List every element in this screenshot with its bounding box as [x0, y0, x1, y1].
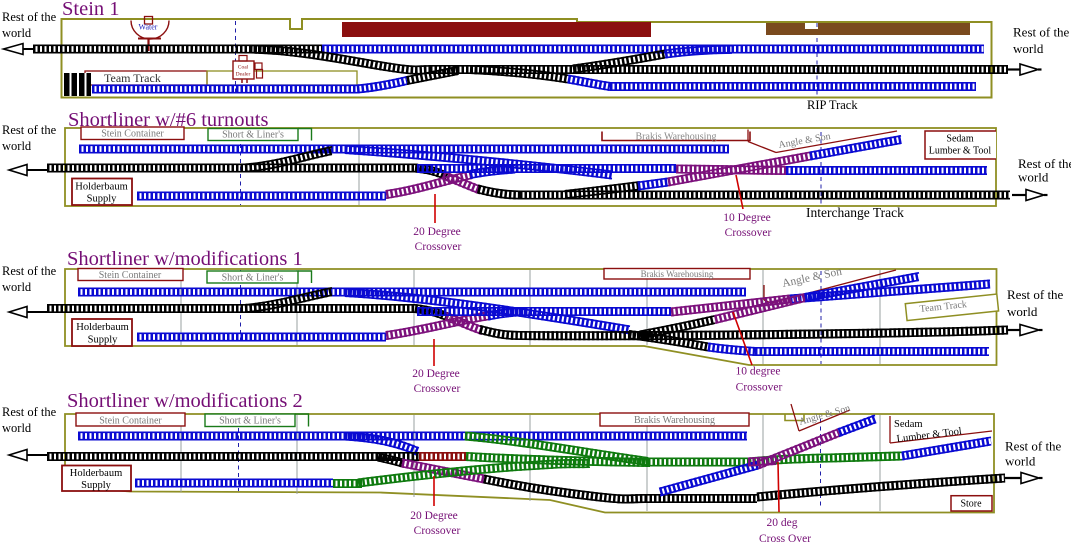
- svg-text:world: world: [1007, 304, 1038, 319]
- svg-text:world: world: [2, 280, 32, 294]
- svg-text:Sedam: Sedam: [946, 134, 973, 145]
- svg-text:Crossover: Crossover: [415, 241, 462, 253]
- svg-text:Stein 1: Stein 1: [62, 0, 120, 20]
- svg-text:Supply: Supply: [87, 194, 118, 205]
- svg-text:Dealer: Dealer: [236, 72, 251, 78]
- svg-text:Crossover: Crossover: [725, 227, 772, 239]
- svg-text:10 degree: 10 degree: [735, 366, 780, 378]
- svg-text:Crossover: Crossover: [414, 525, 461, 537]
- svg-text:Crossover: Crossover: [414, 383, 461, 395]
- svg-text:Holderbaum: Holderbaum: [75, 182, 128, 193]
- svg-text:20 Degree: 20 Degree: [413, 226, 461, 238]
- svg-text:20 Degree: 20 Degree: [412, 368, 460, 380]
- svg-text:Store: Store: [960, 499, 982, 510]
- svg-text:Rest of the: Rest of the: [1013, 25, 1070, 40]
- svg-text:Rest of the: Rest of the: [2, 10, 57, 24]
- svg-text:Holderbaum: Holderbaum: [70, 468, 123, 479]
- svg-text:Rest of the: Rest of the: [1005, 439, 1062, 454]
- svg-text:Rest of the: Rest of the: [1007, 287, 1064, 302]
- svg-text:Short & Liner's: Short & Liner's: [219, 416, 281, 427]
- svg-text:Shortliner w/#6 turnouts: Shortliner w/#6 turnouts: [68, 109, 268, 131]
- svg-text:RIP Track: RIP Track: [807, 98, 858, 112]
- svg-text:Brakis Warehousing: Brakis Warehousing: [634, 415, 715, 426]
- svg-text:world: world: [2, 139, 32, 153]
- svg-text:Stein Container: Stein Container: [101, 129, 164, 140]
- svg-text:world: world: [2, 26, 32, 40]
- svg-text:Rest of the: Rest of the: [1018, 156, 1071, 171]
- svg-text:20 Degree: 20 Degree: [410, 510, 458, 522]
- svg-text:Rest of the: Rest of the: [2, 264, 57, 278]
- svg-text:Stein Container: Stein Container: [99, 270, 162, 281]
- svg-text:Water: Water: [139, 23, 158, 32]
- svg-text:Interchange Track: Interchange Track: [806, 205, 904, 220]
- svg-text:world: world: [1005, 454, 1036, 469]
- svg-text:Supply: Supply: [88, 335, 119, 346]
- svg-text:Sedam: Sedam: [894, 419, 923, 430]
- svg-text:Team Track: Team Track: [919, 299, 967, 315]
- svg-text:Brakis Warehousing: Brakis Warehousing: [636, 132, 717, 143]
- svg-text:Angle & Son: Angle & Son: [798, 403, 852, 428]
- svg-text:Coal: Coal: [238, 65, 249, 71]
- svg-text:Brakis Warehousing: Brakis Warehousing: [641, 269, 714, 279]
- svg-text:Supply: Supply: [81, 480, 112, 491]
- svg-text:Holderbaum: Holderbaum: [76, 322, 129, 333]
- svg-text:20 deg: 20 deg: [767, 517, 798, 529]
- svg-text:Stein Container: Stein Container: [99, 416, 162, 427]
- svg-text:Lumber & Tool: Lumber & Tool: [929, 146, 992, 157]
- svg-text:world: world: [1018, 170, 1049, 185]
- svg-text:Team Track: Team Track: [104, 71, 161, 85]
- svg-text:Crossover: Crossover: [736, 382, 783, 394]
- svg-text:Short & Liner's: Short & Liner's: [222, 273, 284, 284]
- svg-text:world: world: [2, 421, 32, 435]
- svg-text:Short & Liner's: Short & Liner's: [222, 130, 284, 141]
- svg-text:Cross Over: Cross Over: [759, 533, 811, 543]
- svg-text:world: world: [1013, 41, 1044, 56]
- svg-text:Rest of the: Rest of the: [2, 123, 57, 137]
- svg-text:Shortliner w/modifications 2: Shortliner w/modifications 2: [67, 390, 303, 412]
- svg-text:Rest of the: Rest of the: [2, 405, 57, 419]
- svg-text:Shortliner w/modifications 1: Shortliner w/modifications 1: [67, 248, 303, 270]
- svg-text:10 Degree: 10 Degree: [723, 212, 771, 224]
